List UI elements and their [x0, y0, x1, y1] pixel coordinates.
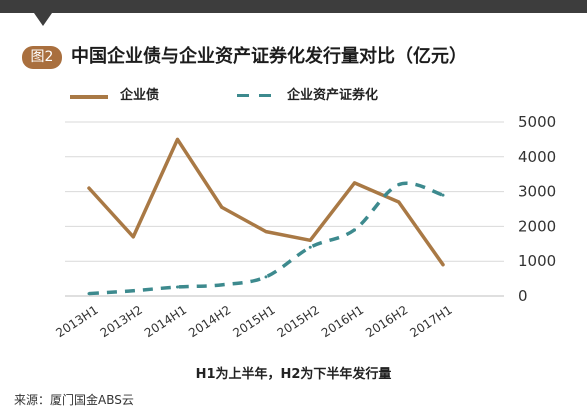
chart-note: H1为上半年，H2为下半年发行量 [195, 367, 392, 382]
point-abs-2014H1 [176, 285, 179, 289]
series-line-abs [88, 181, 444, 296]
x-tick-label: 2014H2 [186, 303, 233, 340]
x-tick-label: 2016H2 [363, 303, 410, 340]
x-tick-label: 2015H2 [275, 303, 322, 340]
point-abs-2015H1 [264, 275, 268, 279]
line-chart: 5000 4000 3000 2000 1000 0 2013H12013H22014H1… [53, 113, 556, 340]
header-notch [0, 0, 587, 26]
point-corporate-bond-2013H1 [87, 186, 91, 190]
y-tick-label: 1000 [518, 252, 556, 270]
y-tick-label: 0 [518, 287, 528, 305]
header-band [0, 0, 587, 26]
point-corporate-bond-2016H2 [397, 200, 401, 204]
point-corporate-bond-2017H1 [441, 263, 445, 267]
x-tick-label: 2017H1 [407, 303, 454, 340]
y-tick-label: 5000 [518, 113, 556, 131]
figure-badge: 图2 [22, 46, 62, 69]
point-abs-2015H2 [308, 245, 312, 249]
point-corporate-bond-2013H2 [131, 235, 135, 239]
point-corporate-bond-2014H2 [220, 205, 224, 209]
legend-swatch-dashed [237, 94, 275, 97]
series-lines [87, 137, 445, 296]
point-corporate-bond-2015H1 [264, 230, 268, 234]
x-tick-label: 2013H2 [98, 303, 145, 340]
x-tick-label: 2015H1 [230, 303, 277, 340]
y-tick-label: 3000 [518, 183, 556, 201]
point-abs-2016H2 [397, 183, 401, 187]
point-abs-2013H1 [87, 292, 91, 296]
legend-label-corporate-bond: 企业债 [120, 88, 160, 103]
point-abs-2014H2 [220, 283, 224, 287]
x-tick-label: 2016H1 [319, 303, 366, 340]
x-tick-label: 2014H1 [142, 303, 189, 340]
series-line-corporate-bond [87, 137, 445, 267]
x-tick-label: 2013H1 [53, 303, 100, 340]
source-text: 来源：厦门国金ABS云 [14, 393, 134, 407]
y-axis-ticks: 5000 4000 3000 2000 1000 0 [518, 113, 556, 305]
legend-swatch-solid [70, 95, 108, 99]
point-corporate-bond-2016H1 [353, 181, 356, 185]
legend-label-abs: 企业资产证券化 [287, 88, 379, 103]
x-axis-ticks: 2013H12013H22014H12014H22015H12015H22016… [53, 303, 454, 340]
point-corporate-bond-2014H1 [176, 137, 179, 141]
point-abs-2017H1 [441, 193, 445, 197]
grid-lines [65, 121, 504, 297]
chart-title: 中国企业债与企业资产证券化发行量对比（亿元） [71, 46, 467, 67]
y-tick-label: 4000 [518, 148, 556, 166]
point-abs-2016H1 [353, 228, 356, 232]
point-abs-2013H2 [131, 289, 135, 293]
point-corporate-bond-2015H2 [308, 238, 312, 242]
y-tick-label: 2000 [518, 217, 556, 235]
